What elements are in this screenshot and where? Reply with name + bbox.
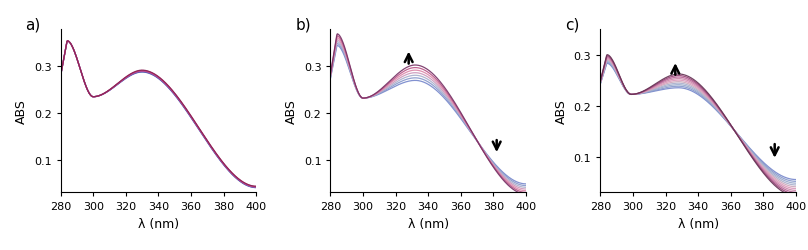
Y-axis label: ABS: ABS [555, 99, 568, 124]
X-axis label: λ (nm): λ (nm) [408, 217, 448, 230]
Y-axis label: ABS: ABS [285, 99, 298, 124]
X-axis label: λ (nm): λ (nm) [678, 217, 718, 230]
Y-axis label: ABS: ABS [15, 99, 28, 124]
Text: c): c) [565, 17, 579, 32]
Text: a): a) [25, 17, 40, 32]
Text: b): b) [295, 17, 311, 32]
X-axis label: λ (nm): λ (nm) [138, 217, 179, 230]
